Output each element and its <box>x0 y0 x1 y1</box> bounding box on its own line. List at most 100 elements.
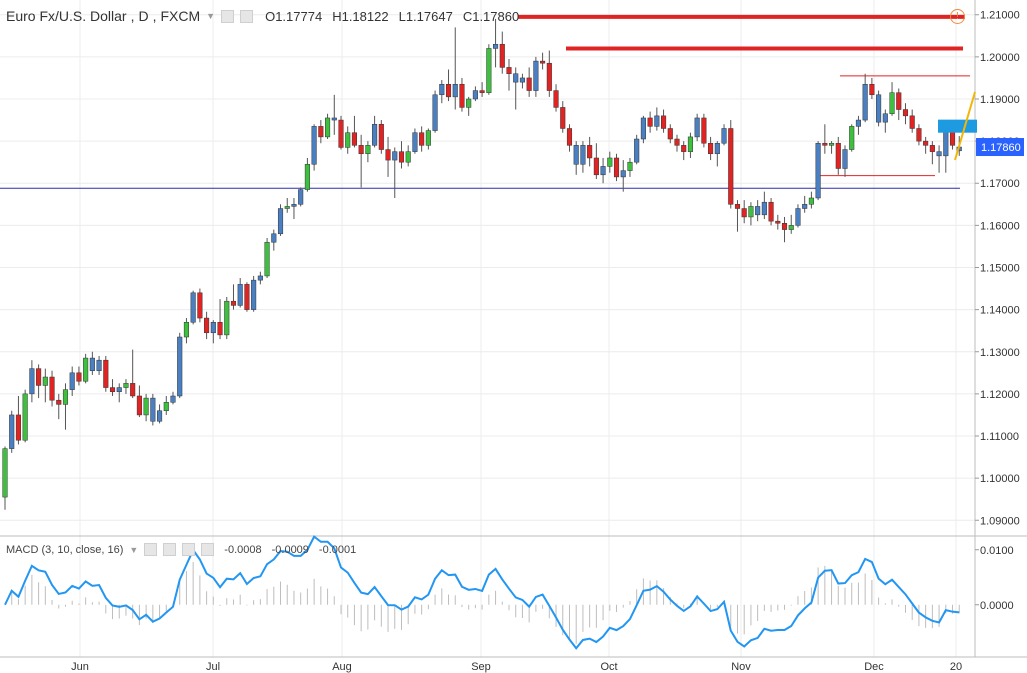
candle-body <box>372 124 378 146</box>
candle-body <box>204 317 210 334</box>
candle-body <box>62 389 69 405</box>
candle-body <box>788 225 794 230</box>
candle-body <box>109 387 116 393</box>
trendline[interactable] <box>954 91 976 161</box>
macd-visibility-icon[interactable] <box>144 543 158 556</box>
candle-body <box>150 397 156 422</box>
candle-body <box>291 204 297 207</box>
candle-body <box>358 145 364 155</box>
candle-body <box>687 136 693 152</box>
candle-body <box>842 149 848 169</box>
price-tick-label: 1.14000 <box>980 305 1020 317</box>
candle-body <box>573 145 579 165</box>
candle-body <box>157 410 163 422</box>
candle-body <box>862 84 868 121</box>
candle-body <box>459 84 465 108</box>
macd-close-icon[interactable] <box>201 543 215 556</box>
symbol-name[interactable]: Euro Fx/U.S. Dollar <box>6 8 127 24</box>
candle-body <box>472 90 478 100</box>
candle-body <box>392 151 398 161</box>
candle-body <box>761 201 767 216</box>
candle-body <box>936 151 942 157</box>
candle-body <box>493 43 499 49</box>
macd-label[interactable]: MACD (3, 10, close, 16) <box>6 543 124 556</box>
alert-icon[interactable]: ! <box>950 9 965 24</box>
candle-body <box>439 84 445 96</box>
candle-body <box>311 126 317 165</box>
candle-body <box>600 166 606 176</box>
candle-body <box>808 197 814 205</box>
candle-body <box>69 372 75 390</box>
candle-body <box>36 368 42 386</box>
candle-body <box>445 84 452 98</box>
candle-body <box>896 92 902 110</box>
candle-body <box>708 142 714 155</box>
candle-body <box>835 142 841 169</box>
candle-body <box>721 128 727 144</box>
candle-body <box>553 90 559 108</box>
candle-body <box>9 414 15 449</box>
macd-line <box>4 535 960 650</box>
settings-icon[interactable] <box>240 9 254 23</box>
candle-body <box>593 157 599 176</box>
price-tick-label: 1.17000 <box>980 178 1020 190</box>
open-value: O1.17774 <box>265 8 323 24</box>
candle-body <box>89 357 95 371</box>
candle-body <box>103 359 109 388</box>
candle-body <box>432 94 438 131</box>
close-value: C1.17860 <box>462 8 520 24</box>
candle-body <box>2 448 8 498</box>
symbol-timeframe: D <box>138 8 149 24</box>
candle-body <box>42 376 48 386</box>
macd-tick-label: 0.0100 <box>980 545 1014 557</box>
candle-body <box>298 189 304 205</box>
candle-body <box>244 284 250 310</box>
price-tick-label: 1.11000 <box>980 431 1019 443</box>
time-tick-label: 20 <box>950 661 962 673</box>
price-tick-label: 1.12000 <box>980 389 1020 401</box>
price-badge-label: 1.17860 <box>981 142 1021 154</box>
macd-dropdown-icon[interactable]: ▼ <box>129 544 139 555</box>
candle-body <box>385 149 391 161</box>
candle-body <box>365 145 371 155</box>
candle-body <box>264 241 270 277</box>
candle-body <box>634 138 640 163</box>
price-tick-label: 1.20000 <box>980 52 1020 64</box>
candle-body <box>876 94 882 123</box>
candle-body <box>29 368 35 395</box>
candle-body <box>755 206 761 216</box>
candle-body <box>869 84 875 96</box>
candle-body <box>237 284 243 306</box>
candle-body <box>513 73 519 83</box>
candle-body <box>560 107 566 129</box>
visibility-icon[interactable] <box>221 9 235 23</box>
time-tick-label: Jul <box>206 661 220 673</box>
time-tick-label: Nov <box>731 661 751 673</box>
macd-settings-icon[interactable] <box>163 543 177 556</box>
candle-body <box>741 208 747 218</box>
candle-body <box>183 322 189 338</box>
candle-body <box>822 142 828 146</box>
candle-body <box>829 142 835 146</box>
time-tick-label: Jun <box>71 661 89 673</box>
zone-rectangle[interactable] <box>938 119 977 133</box>
macd-value-histogram: -0.0008 <box>224 543 262 556</box>
candle-body <box>318 126 324 138</box>
macd-more-icon[interactable] <box>182 543 196 556</box>
candle-body <box>889 92 895 114</box>
candle-body <box>304 164 310 190</box>
candle-body <box>714 142 720 155</box>
symbol-dropdown-icon[interactable]: ▼ <box>206 11 216 21</box>
candle-body <box>681 145 687 152</box>
candle-body <box>96 359 102 371</box>
candle-body <box>815 142 821 199</box>
candle-body <box>849 126 855 150</box>
candle-body <box>405 151 411 163</box>
macd-value-line: -0.0009 <box>271 543 309 556</box>
candle-body <box>76 372 82 382</box>
candle-body <box>667 128 673 140</box>
candle-body <box>217 322 223 336</box>
candle-body <box>412 132 418 152</box>
candle-body <box>170 395 176 403</box>
